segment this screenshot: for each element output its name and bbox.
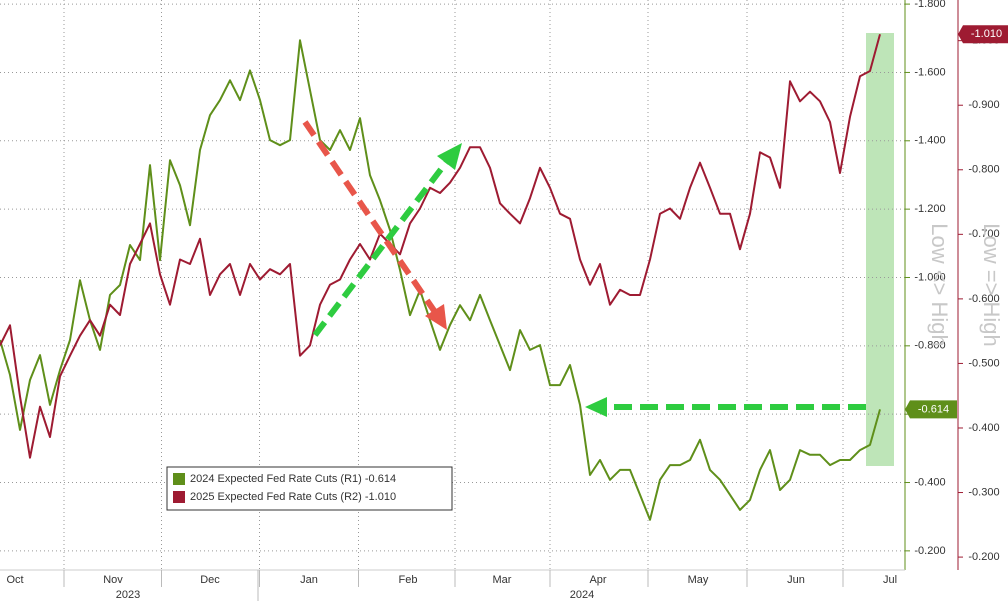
green-arrowhead [437,143,462,170]
x-tick-label: Feb [399,574,418,586]
y2-tick-label: -0.300 [968,486,999,498]
legend-box [166,466,453,511]
year-label: 2024 [570,589,594,601]
y-tick-label: -1.000 [914,271,945,283]
legend: 2024 Expected Fed Rate Cuts (R1) -0.614 2… [166,466,453,511]
axes: -1.800 -1.600 -1.400 -1.200 -1.000 -0.800 -0.6… [6,0,1008,601]
last-value-label: -1.010 [971,28,1002,40]
series-line [0,39,881,521]
annotation-arrows [302,120,866,417]
y-tick-label: -1.400 [914,135,945,147]
y-tick-label: -0.400 [914,476,945,488]
y2-tick-label: -0.600 [968,293,999,305]
legend-label: 2025 Expected Fed Rate Cuts (R2) -1.010 [190,491,396,503]
x-tick-label: Dec [200,574,220,586]
x-tick-label: Jun [787,574,805,586]
y2-tick-label: -0.200 [968,551,999,563]
x-tick-label: Nov [103,574,123,586]
y2-tick-label: -0.900 [968,99,999,111]
y-tick-label: -1.200 [914,203,945,215]
y-tick-label: -1.600 [914,66,945,78]
x-tick-label: May [688,574,709,586]
y-axis-title: Low <> High [927,223,952,347]
y2-tick-label: -0.400 [968,422,999,434]
y-tick-label: -1.800 [914,0,945,10]
last-value-label: -0.614 [918,403,949,415]
y2-tick-label: -0.700 [968,228,999,240]
red-arrowhead [425,304,447,330]
last-value-tag [905,400,957,419]
last-value-tag [958,25,1008,44]
series-lines [0,33,881,521]
year-label: 2023 [116,589,140,601]
legend-swatch [173,491,185,503]
highlight-band [866,33,894,466]
y2-axis-title: Low => High [979,223,1004,347]
legend-label: 2024 Expected Fed Rate Cuts (R1) -0.614 [190,473,396,485]
y2-tick-label: -0.800 [968,164,999,176]
series-line [0,33,881,459]
x-tick-label: Mar [493,574,512,586]
green-horizontal-arrowhead [585,397,607,417]
y-tick-label: -0.200 [914,545,945,557]
y-tick-label: -0.800 [914,340,945,352]
legend-swatch [173,473,185,485]
x-tick-label: Apr [589,574,606,586]
x-tick-label: Jan [300,574,318,586]
green-arrow [312,158,451,337]
x-tick-label: Jul [883,574,897,586]
y2-tick-label: -0.500 [968,357,999,369]
x-tick-label: Oct [6,574,23,586]
red-arrow [302,120,438,314]
